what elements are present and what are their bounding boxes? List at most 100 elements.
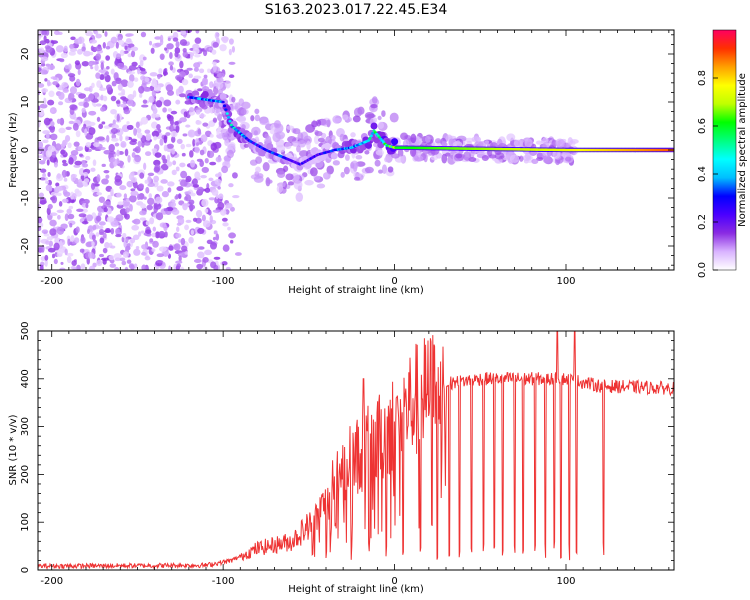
spectral-halo-blob [255, 166, 261, 173]
snr-frame [37, 330, 675, 571]
spectral-noise-blob [100, 94, 104, 101]
spectral-halo-blob [565, 156, 572, 162]
spectral-noise-blob [63, 45, 68, 53]
spectral-noise-blob [139, 93, 143, 98]
spectral-noise-blob [209, 134, 214, 138]
spectral-noise-blob [66, 208, 72, 214]
spectral-noise-blob [91, 234, 96, 241]
spectral-noise-blob [47, 64, 56, 70]
spectral-noise-blob [178, 255, 182, 262]
spectral-halo-blob [391, 153, 400, 159]
spectral-noise-blob [159, 246, 167, 252]
spectral-noise-blob [180, 143, 186, 150]
spectral-noise-blob [124, 45, 128, 50]
spectral-noise-blob [184, 194, 192, 202]
spectral-noise-blob [204, 249, 213, 256]
spectral-noise-blob [139, 217, 146, 221]
spectral-noise-blob [68, 205, 74, 210]
spectral-noise-blob [201, 198, 209, 207]
spectral-noise-blob [160, 163, 169, 171]
spectral-halo-blob [213, 106, 221, 116]
spectral-noise-blob [130, 138, 138, 142]
spectral-noise-blob [138, 85, 145, 94]
spectral-halo-blob [313, 135, 320, 145]
spectral-noise-blob [101, 178, 109, 185]
spectral-noise-blob [86, 214, 94, 222]
spectral-halo-blob [293, 180, 303, 190]
spectral-noise-blob [101, 121, 106, 125]
spectral-noise-blob [143, 162, 147, 171]
spectral-noise-blob [38, 141, 44, 149]
spectral-noise-blob [76, 208, 84, 212]
spectral-halo-blob [477, 141, 487, 148]
spectral-noise-blob [147, 172, 155, 177]
spectral-noise-blob [154, 42, 162, 47]
spectral-noise-blob [225, 209, 230, 215]
spectral-noise-blob [193, 75, 202, 80]
spectral-trace-outer [323, 142, 331, 150]
spectral-noise-blob [67, 238, 71, 247]
spectral-noise-blob [191, 178, 198, 186]
spectral-noise-blob [39, 69, 48, 75]
spectral-noise-blob [220, 125, 225, 129]
spectral-halo-blob [254, 108, 260, 115]
spectral-noise-blob [100, 62, 104, 70]
spectral-trace-core [369, 134, 373, 138]
spectral-noise-blob [196, 142, 200, 146]
spectral-noise-blob [155, 196, 163, 204]
spectral-noise-blob [70, 150, 79, 156]
spectral-noise-blob [138, 183, 145, 189]
spectral-noise-blob [79, 153, 83, 157]
spectral-noise-blob [78, 178, 83, 184]
spectral-halo-blob [542, 155, 552, 164]
spectral-halo-blob [350, 161, 355, 169]
spectral-halo-blob [332, 160, 340, 166]
spectral-noise-blob [154, 152, 162, 158]
spectral-noise-blob [132, 234, 140, 240]
spectral-halo-blob [455, 153, 463, 159]
spectral-noise-blob [39, 160, 46, 165]
spectral-noise-blob [169, 124, 174, 132]
spectral-noise-blob [201, 166, 210, 173]
spectral-noise-blob [225, 266, 231, 270]
spectral-noise-blob [152, 226, 157, 232]
spectral-noise-blob [159, 138, 164, 146]
spectral-noise-blob [179, 60, 184, 69]
spectral-halo-blob [296, 145, 301, 153]
spectral-noise-blob [127, 93, 135, 101]
spectral-halo-blob [237, 115, 247, 124]
spectral-noise-blob [163, 144, 168, 152]
spectral-noise-blob [104, 242, 110, 249]
spectral-noise-blob [228, 48, 232, 56]
spectral-noise-blob [96, 136, 105, 141]
spectral-noise-blob [98, 69, 107, 73]
spectral-noise-blob [207, 209, 212, 216]
spectral-halo-blob [316, 183, 326, 189]
spectral-noise-blob [140, 203, 147, 209]
spectral-noise-blob [55, 182, 60, 187]
spectral-noise-blob [87, 251, 95, 259]
spectral-noise-blob [68, 93, 72, 102]
spectral-noise-blob [102, 42, 106, 49]
spectral-noise-blob [66, 252, 74, 257]
snr-xtick-label: -200 [40, 576, 63, 587]
spectral-noise-blob [91, 241, 95, 247]
spectral-noise-blob [122, 251, 129, 258]
snr-ylabel: SNR (10 * v/v) [8, 414, 19, 485]
spectral-noise-blob [67, 73, 76, 78]
spectral-halo-blob [355, 154, 363, 160]
spectral-noise-blob [209, 106, 215, 114]
spectral-noise-blob [67, 213, 75, 220]
spectral-noise-blob [174, 121, 179, 126]
spectral-halo-blob [310, 167, 318, 177]
spectral-noise-blob [142, 56, 147, 61]
spectral-noise-blob [189, 53, 194, 60]
spectral-noise-blob [90, 45, 94, 52]
spectral-noise-blob [119, 134, 123, 142]
spectral-noise-blob [50, 40, 59, 44]
spectral-noise-blob [171, 169, 177, 176]
spectral-noise-blob [106, 84, 112, 91]
spectral-noise-blob [41, 88, 49, 93]
spectral-noise-blob [110, 36, 118, 44]
spectral-noise-blob [77, 36, 85, 44]
